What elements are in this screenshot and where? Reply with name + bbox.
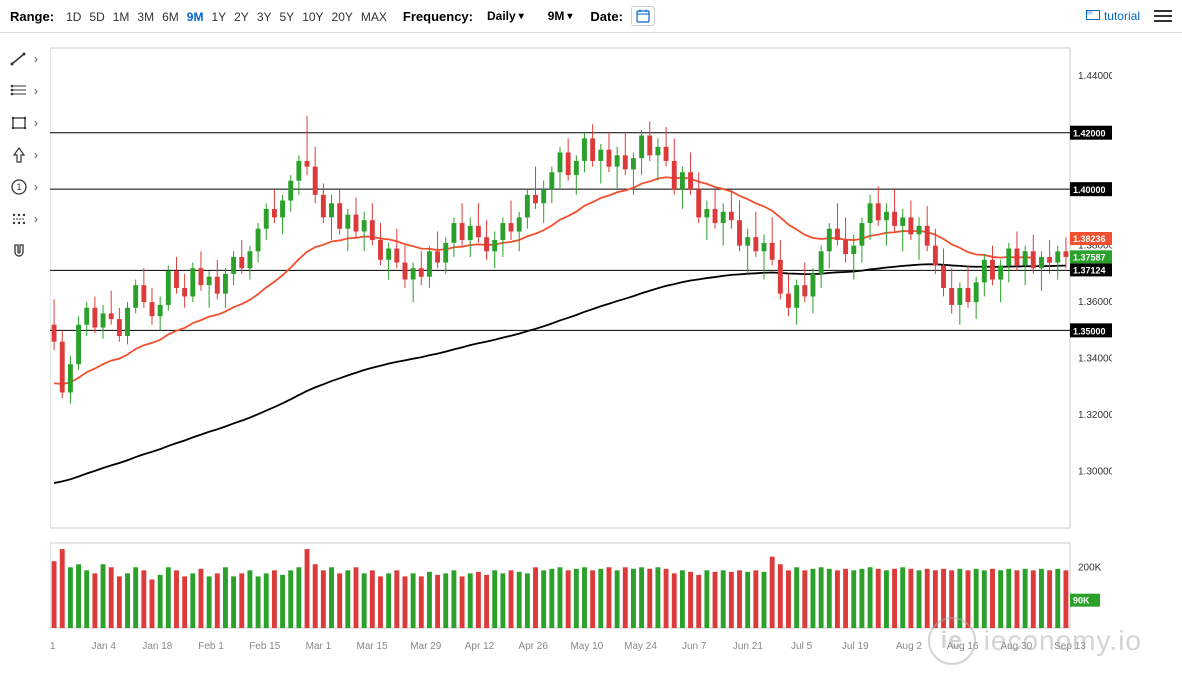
range-3Y[interactable]: 3Y	[253, 8, 276, 26]
range-10Y[interactable]: 10Y	[298, 8, 327, 26]
svg-text:Jun 21: Jun 21	[733, 641, 763, 652]
svg-text:1.32000: 1.32000	[1078, 410, 1112, 421]
svg-text:Mar 1: Mar 1	[306, 641, 332, 652]
svg-text:Aug 16: Aug 16	[947, 641, 979, 652]
svg-text:Jun 7: Jun 7	[682, 641, 707, 652]
svg-text:May 10: May 10	[570, 641, 603, 652]
svg-text:Mar 15: Mar 15	[357, 641, 389, 652]
svg-text:1: 1	[16, 182, 21, 192]
calendar-icon	[636, 9, 650, 23]
range-9M[interactable]: 9M	[183, 8, 208, 26]
candlestick-chart: 1.300001.320001.340001.360001.380001.400…	[50, 38, 1112, 655]
svg-text:200K: 200K	[1078, 562, 1102, 573]
svg-text:1.34000: 1.34000	[1078, 354, 1112, 365]
svg-text:90K: 90K	[1073, 596, 1090, 606]
svg-text:May 24: May 24	[624, 641, 657, 652]
arrow-tool[interactable]	[8, 146, 30, 164]
svg-text:1.42000: 1.42000	[1073, 129, 1106, 139]
range-button-group: 1D5D1M3M6M9M1Y2Y3Y5Y10Y20YMAX	[62, 9, 391, 24]
shape-tool[interactable]	[8, 114, 30, 132]
svg-text:1.40000: 1.40000	[1073, 185, 1106, 195]
tutorial-label: tutorial	[1104, 9, 1140, 23]
svg-text:Jul 5: Jul 5	[791, 641, 813, 652]
svg-text:Jul 19: Jul 19	[842, 641, 869, 652]
range-20Y[interactable]: 20Y	[328, 8, 357, 26]
date-label: Date:	[590, 9, 623, 24]
range-5Y[interactable]: 5Y	[276, 8, 299, 26]
svg-text:Aug 2: Aug 2	[896, 641, 923, 652]
trendline-tool[interactable]	[8, 50, 30, 68]
drawing-tools-panel: 1	[8, 50, 30, 260]
period-dropdown[interactable]: 9M	[542, 7, 579, 25]
annotation-tool[interactable]: 1	[8, 178, 30, 196]
svg-text:1.36000: 1.36000	[1078, 297, 1112, 308]
range-MAX[interactable]: MAX	[357, 8, 391, 26]
chart-area[interactable]: 1.300001.320001.340001.360001.380001.400…	[50, 38, 1112, 655]
range-5D[interactable]: 5D	[85, 8, 108, 26]
magnet-tool[interactable]	[8, 242, 30, 260]
range-label: Range:	[10, 9, 54, 24]
svg-text:1.38236: 1.38236	[1073, 234, 1106, 244]
svg-text:21: 21	[50, 641, 56, 652]
svg-text:1.37587: 1.37587	[1073, 252, 1106, 262]
chart-toolbar: Range: 1D5D1M3M6M9M1Y2Y3Y5Y10Y20YMAX Fre…	[0, 0, 1182, 33]
svg-text:Sep 13: Sep 13	[1054, 641, 1086, 652]
svg-text:1.30000: 1.30000	[1078, 467, 1112, 478]
measure-tool[interactable]	[8, 210, 30, 228]
tutorial-icon	[1086, 10, 1100, 22]
svg-text:Aug 30: Aug 30	[1000, 641, 1032, 652]
svg-text:Jan 4: Jan 4	[91, 641, 116, 652]
range-1Y[interactable]: 1Y	[207, 8, 230, 26]
svg-text:1.35000: 1.35000	[1073, 326, 1106, 336]
svg-text:Apr 26: Apr 26	[518, 641, 548, 652]
range-6M[interactable]: 6M	[158, 8, 183, 26]
range-1M[interactable]: 1M	[109, 8, 134, 26]
range-2Y[interactable]: 2Y	[230, 8, 253, 26]
svg-text:1.44000: 1.44000	[1078, 71, 1112, 82]
svg-text:Feb 15: Feb 15	[249, 641, 281, 652]
svg-text:1.37124: 1.37124	[1073, 265, 1106, 275]
tutorial-button[interactable]: tutorial	[1086, 9, 1140, 23]
range-3M[interactable]: 3M	[133, 8, 158, 26]
hamburger-menu[interactable]	[1154, 7, 1172, 25]
frequency-dropdown[interactable]: Daily	[481, 7, 530, 25]
frequency-label: Frequency:	[403, 9, 473, 24]
svg-text:Jan 18: Jan 18	[142, 641, 172, 652]
svg-text:Feb 1: Feb 1	[198, 641, 224, 652]
date-picker-button[interactable]	[631, 6, 655, 26]
fib-tool[interactable]	[8, 82, 30, 100]
range-1D[interactable]: 1D	[62, 8, 85, 26]
svg-text:Apr 12: Apr 12	[465, 641, 495, 652]
svg-text:Mar 29: Mar 29	[410, 641, 442, 652]
